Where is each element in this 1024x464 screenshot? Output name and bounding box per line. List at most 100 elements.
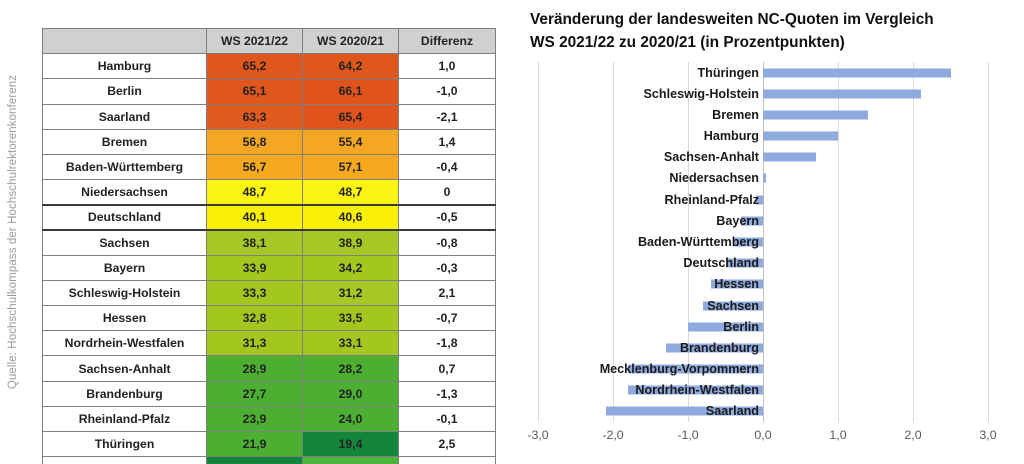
table-cell-state: Niedersachsen <box>42 179 207 206</box>
table-cell-ws2020-21: 55,4 <box>302 128 399 155</box>
table-cell-differenz: -0,5 <box>398 203 496 232</box>
chart-bar-row: Schleswig-Holstein <box>538 83 988 104</box>
table-cell-differenz: 0,7 <box>398 355 496 382</box>
chart-category-label: Bremen <box>712 107 759 122</box>
chart-category-label: Hessen <box>714 277 759 292</box>
chart-bar-row: Hamburg <box>538 126 988 147</box>
chart-title-line-1: Veränderung der landesweiten NC-Quoten i… <box>530 11 934 28</box>
table-cell-state: Thüringen <box>42 430 207 458</box>
chart-x-tick-label: -1,0 <box>677 428 699 442</box>
chart-category-label: Sachsen-Anhalt <box>663 150 759 165</box>
table-cell-ws2020-21: 34,2 <box>302 254 399 281</box>
table-row: Rheinland-Pfalz 23,9 24,0 -0,1 <box>42 405 496 433</box>
table-cell-ws2020-21: 65,4 <box>302 103 399 130</box>
table-cell-ws2021-22: 32,8 <box>206 305 303 332</box>
chart-bar <box>628 364 763 374</box>
chart-bar <box>763 152 816 162</box>
chart-category-label: Rheinland-Pfalz <box>664 192 759 207</box>
table-body: Hamburg 65,2 64,2 1,0 Berlin 65,1 66,1 -1,0 Saar… <box>42 53 496 464</box>
chart-category-label: Berlin <box>723 319 759 334</box>
table-cell-ws2021-22: 65,2 <box>206 53 303 80</box>
table-cell-differenz: -0,4 <box>398 153 496 181</box>
chart-bar-row: Mecklenburg-Vorpommern <box>538 358 988 379</box>
table-cell-ws2020-21: 66,1 <box>302 78 399 105</box>
chart-x-tick-label: -2,0 <box>602 428 624 442</box>
chart-category-label: Niedersachsen <box>669 171 759 186</box>
chart-bar-row: Rheinland-Pfalz <box>538 189 988 210</box>
chart-bar-row: Hessen <box>538 274 988 295</box>
chart-gridline <box>988 62 989 422</box>
table-cell-ws2020-21: 38,9 <box>302 229 399 256</box>
table-cell-ws2021-22: 28,9 <box>206 355 303 382</box>
table-cell-differenz: -0,3 <box>398 254 496 281</box>
table-row: Thüringen 21,9 19,4 2,5 <box>42 430 496 458</box>
table-cell-ws2020-21: 64,2 <box>302 53 399 80</box>
chart-bar-row: Saarland <box>538 401 988 422</box>
chart-category-label: Bayern <box>716 213 759 228</box>
table-cell-ws2021-22: 56,7 <box>206 153 303 181</box>
chart-category-label: Baden-Württemberg <box>637 234 759 249</box>
table-cell-ws2020-21: 40,6 <box>302 203 399 232</box>
chart-category-label: Hamburg <box>703 129 759 144</box>
table-cell-ws2020-21: 24,0 <box>302 405 399 433</box>
table-row: Hamburg 65,2 64,2 1,0 <box>42 53 496 80</box>
table-cell-differenz: -0,8 <box>398 229 496 256</box>
table-cell-ws2021-22: 40,1 <box>206 203 303 232</box>
table-cell-state: Mecklenburg-Vorpommern <box>42 456 207 464</box>
table-row: Brandenburg 27,7 29,0 -1,3 <box>42 380 496 407</box>
table-cell-ws2020-21: 33,5 <box>302 305 399 332</box>
table-row: Hessen 32,8 33,5 -0,7 <box>42 305 496 332</box>
table-cell-ws2020-21: 48,7 <box>302 179 399 206</box>
table-cell-state: Rheinland-Pfalz <box>42 405 207 433</box>
chart-category-label: Schleswig-Holstein <box>643 86 759 101</box>
table-cell-ws2021-22: 33,3 <box>206 279 303 307</box>
chart-bar <box>755 195 763 205</box>
chart-category-label: Nordrhein-Westfalen <box>635 383 759 398</box>
table-cell-ws2020-21: 28,2 <box>302 355 399 382</box>
table-cell-differenz: -1,8 <box>398 456 496 464</box>
chart-x-axis: -3,0 -2,0 -1,0 0,0 1,0 2,0 3,0 <box>527 428 996 448</box>
chart-bar <box>665 343 763 353</box>
table-row: Saarland 63,3 65,4 -2,1 <box>42 103 496 130</box>
chart-bar <box>725 258 763 268</box>
chart-bar-row: Baden-Württemberg <box>538 231 988 252</box>
table-cell-state: Schleswig-Holstein <box>42 279 207 307</box>
table-row: Berlin 65,1 66,1 -1,0 <box>42 78 496 105</box>
chart-x-tick-label: 3,0 <box>979 428 997 442</box>
nc-quota-table-container: WS 2021/22 WS 2020/21 Differenz Hamburg 6… <box>42 27 496 464</box>
table-row: Sachsen-Anhalt 28,9 28,2 0,7 <box>42 355 496 382</box>
table-row: Baden-Württemberg 56,7 57,1 -0,4 <box>42 153 496 181</box>
chart-x-tick-label: 0,0 <box>754 428 772 442</box>
table-cell-state: Bayern <box>42 254 207 281</box>
chart-gridline <box>763 62 764 422</box>
chart-bar-row: Deutschland <box>538 253 988 274</box>
table-cell-state: Sachsen <box>42 229 207 256</box>
chart-bar <box>763 110 868 120</box>
chart-category-label: Sachsen <box>707 298 759 313</box>
table-cell-differenz: -1,8 <box>398 330 496 357</box>
table-cell-state: Hamburg <box>42 53 207 80</box>
chart-bar <box>733 237 763 247</box>
table-cell-differenz: -1,3 <box>398 380 496 407</box>
col-header-ws2020-21: WS 2020/21 <box>302 27 399 55</box>
chart-bar-row: Niedersachsen <box>538 168 988 189</box>
source-caption: Quelle: Hochschulkompass der Hochschulre… <box>7 74 19 390</box>
table-cell-ws2021-22: 23,9 <box>206 405 303 433</box>
chart-category-label: Deutschland <box>683 256 759 271</box>
table-cell-ws2021-22: 33,9 <box>206 254 303 281</box>
chart-x-tick-label: 1,0 <box>829 428 847 442</box>
table-cell-state: Nordrhein-Westfalen <box>42 330 207 357</box>
table-row: Niedersachsen 48,7 48,7 0 <box>42 179 496 206</box>
table-cell-ws2021-22: 65,1 <box>206 78 303 105</box>
table-cell-ws2021-22: 19,8 <box>206 456 303 464</box>
chart-title: Veränderung der landesweiten NC-Quoten i… <box>530 8 1010 54</box>
table-cell-ws2021-22: 56,8 <box>206 128 303 155</box>
chart-bar-row: Brandenburg <box>538 337 988 358</box>
table-cell-state: Sachsen-Anhalt <box>42 355 207 382</box>
chart-category-label: Mecklenburg-Vorpommern <box>599 362 759 377</box>
chart-x-tick-label: -3,0 <box>527 428 549 442</box>
table-cell-state: Hessen <box>42 305 207 332</box>
table-cell-state: Baden-Württemberg <box>42 153 207 181</box>
chart-bar-row: Bremen <box>538 104 988 125</box>
